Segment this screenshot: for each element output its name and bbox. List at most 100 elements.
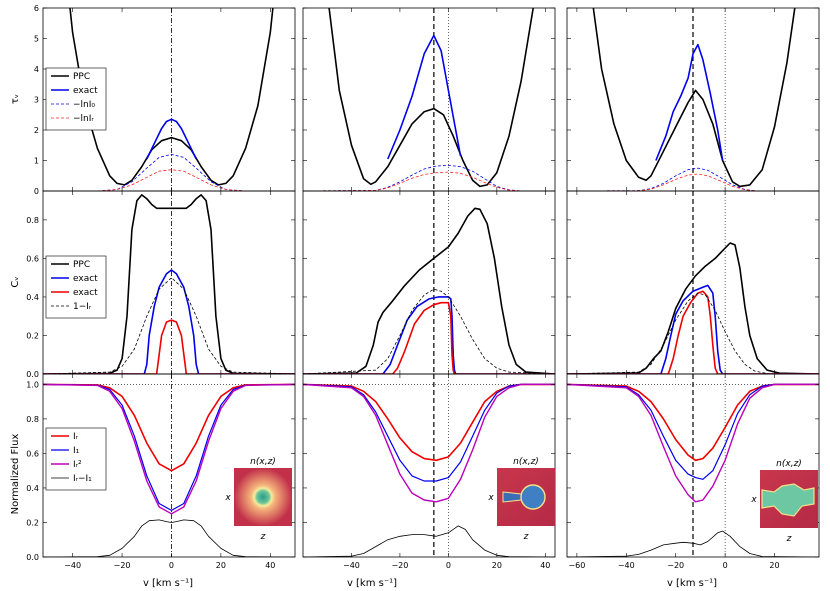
axes-frame xyxy=(42,373,296,558)
y-tick-label: 5 xyxy=(34,35,39,44)
y-axis-label-bottom: Normalized Flux xyxy=(10,434,21,515)
series-bot_Ir xyxy=(303,383,555,462)
series-bot_I1 xyxy=(43,383,295,511)
series-top_lnI0 xyxy=(303,164,555,191)
x-axis-label-2: v [km s⁻¹] xyxy=(347,578,397,589)
inset-title: n(x,z) xyxy=(250,457,276,467)
plot-area xyxy=(567,8,819,191)
y-tick-label: 0.0 xyxy=(26,553,39,562)
panel-top-2 xyxy=(302,7,556,192)
x-tick-label: 40 xyxy=(265,561,275,570)
y-tick-label: 1.0 xyxy=(26,380,39,389)
x-tick-label: 0 xyxy=(446,561,451,570)
density-inset: n(x,z) z x xyxy=(750,459,818,544)
inset-ylabel: x xyxy=(750,495,757,505)
inset-ylabel: x xyxy=(487,493,494,503)
series-top_exact xyxy=(655,43,724,161)
series-top_ppc xyxy=(328,8,535,188)
y-tick-label: 0.2 xyxy=(26,518,39,527)
series-top_lnIr xyxy=(97,169,295,191)
x-tick-label: 20 xyxy=(492,561,502,570)
axes-frame xyxy=(302,373,556,558)
x-tick-label: 0 xyxy=(169,561,174,570)
y-tick-label: 0.8 xyxy=(26,415,39,424)
inset-xlabel: z xyxy=(523,532,529,542)
legend-label: PPC xyxy=(73,260,90,270)
axes-frame xyxy=(302,190,556,375)
series-mid_oneIr xyxy=(567,292,819,374)
x-tick-label: 20 xyxy=(769,561,779,570)
y-tick-label: 0.6 xyxy=(26,449,39,458)
x-tick-label: −20 xyxy=(114,561,131,570)
series-bot_Ir xyxy=(43,383,295,472)
x-axis-label-1: v [km s⁻¹] xyxy=(143,578,193,589)
y-tick-label: 2 xyxy=(34,126,39,135)
series-mid_ppc xyxy=(43,194,295,374)
series-mid_ppc xyxy=(303,207,555,374)
panel-bot-3: −60 −40 −20 0 20 n(x,z) z x xyxy=(566,373,820,570)
y-tick-label: 0.4 xyxy=(26,484,39,493)
legend-label: exact xyxy=(73,274,98,284)
density-inset: n(x,z) z x xyxy=(224,457,292,542)
axes-frame xyxy=(566,373,820,558)
y-tick-label: 0.8 xyxy=(26,216,39,225)
legend-bot: Iᵣ I₁ Iᵣ² Iᵣ−I₁ xyxy=(45,427,107,491)
series-bot_Ir2 xyxy=(43,383,295,515)
inset-title: n(x,z) xyxy=(776,459,802,469)
panel-bot-2: −40 −20 0 20 40 n(x,z) z x xyxy=(302,373,556,570)
series-mid_exact_red xyxy=(303,301,555,374)
legend-mid: PPC exact exact 1−Iᵣ xyxy=(45,255,107,319)
legend-box xyxy=(45,427,107,491)
inset-title: n(x,z) xyxy=(513,457,539,467)
legend-top: PPC exact −lnI₀ −lnIᵣ xyxy=(45,67,107,131)
legend-label: I₁ xyxy=(73,446,80,456)
series-bot_I1 xyxy=(303,383,555,482)
x-tick-label: −20 xyxy=(391,561,408,570)
plot-area xyxy=(43,374,295,557)
legend-label: exact xyxy=(73,86,98,96)
series-top_lnI0 xyxy=(97,153,295,191)
series-bot_I1 xyxy=(567,383,819,480)
series-mid_exact_blue xyxy=(43,269,295,374)
legend-label: Iᵣ² xyxy=(73,460,82,470)
plot-area xyxy=(303,374,555,557)
y-tick-label: 0.0 xyxy=(26,370,39,379)
y-tick-label: 3 xyxy=(34,96,39,105)
x-tick-label: −40 xyxy=(343,561,360,570)
x-axis-label-3: v [km s⁻¹] xyxy=(667,578,717,589)
series-top_exact xyxy=(146,118,197,160)
x-tick-label: 20 xyxy=(216,561,226,570)
legend-box xyxy=(45,67,107,131)
legend-label: 1−Iᵣ xyxy=(73,302,92,312)
series-bot_diff xyxy=(43,519,295,557)
x-tick-label: −40 xyxy=(618,561,635,570)
panel-mid-1: 0.0 0.2 0.4 0.6 0.8 PPC exact exact 1−Iᵣ xyxy=(26,190,296,379)
inset-clump xyxy=(520,484,546,510)
y-tick-label: 6 xyxy=(34,4,39,13)
legend-label: PPC xyxy=(73,72,90,82)
panel-top-3 xyxy=(566,7,820,192)
x-tick-label: 0 xyxy=(723,561,728,570)
series-top_lnIr xyxy=(303,171,555,191)
plot-area xyxy=(567,191,819,374)
series-top_exact xyxy=(387,34,462,160)
series-top_ppc xyxy=(592,8,796,188)
series-top_ppc xyxy=(69,8,274,186)
inset-xlabel: z xyxy=(786,534,792,544)
series-mid_exact_blue xyxy=(567,284,819,374)
panel-mid-2 xyxy=(302,190,556,375)
panel-mid-3 xyxy=(566,190,820,375)
series-mid_oneIr xyxy=(303,288,555,374)
legend-label: −lnI₀ xyxy=(73,100,95,110)
series-top_lnI0 xyxy=(567,167,819,191)
y-tick-label: 0.2 xyxy=(26,331,39,340)
y-tick-label: 0.4 xyxy=(26,293,39,302)
inset-filament xyxy=(502,491,522,503)
series-bot_diff xyxy=(567,530,819,557)
plot-area xyxy=(69,8,295,191)
series-bot_Ir2 xyxy=(567,383,819,503)
panel-top-1: 0 1 2 3 4 5 6 PPC exact −lnI₀ −lnIᵣ xyxy=(34,4,296,196)
y-tick-label: 1 xyxy=(34,157,39,166)
plot-area xyxy=(567,374,819,557)
